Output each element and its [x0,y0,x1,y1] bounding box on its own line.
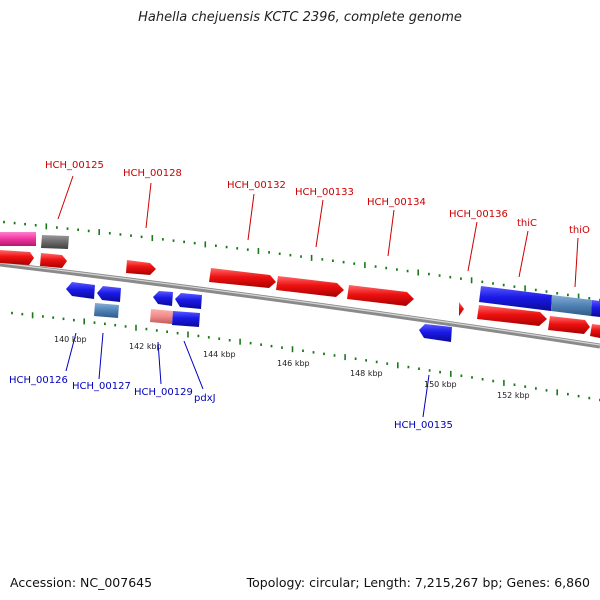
reverse-gene-labels: HCH_00126 HCH_00127 HCH_00129 pdxJ HCH_0… [9,375,453,431]
label-thic[interactable]: thiC [517,218,537,229]
label-hch-00129[interactable]: HCH_00129 [134,387,193,398]
genome-backbone-highlight [0,262,600,346]
lower-tick-track [11,311,600,402]
scale-label: 150 kbp [424,380,457,389]
gene-hch-00134-arrow[interactable] [347,285,414,306]
gene-reverse-block[interactable] [479,286,552,311]
gene-forward-arrow[interactable] [590,324,600,338]
scale-label: 140 kbp [54,335,87,344]
reverse-label-leaders [65,332,430,418]
forward-label-leaders [57,175,579,288]
label-hch-00132[interactable]: HCH_00132 [227,180,286,191]
genome-backbone [0,261,600,349]
gene-hch-00126-arrow[interactable] [66,282,95,299]
gene-forward-arrow[interactable] [0,250,34,265]
label-hch-00134[interactable]: HCH_00134 [367,197,426,208]
label-hch-00133[interactable]: HCH_00133 [295,187,354,198]
thic-region-blocks [479,286,600,317]
forward-gene-labels: HCH_00125 HCH_00128 HCH_00132 HCH_00133 … [45,160,590,236]
gene-hch-00136-arrow[interactable] [459,302,464,316]
map-title: Hahella chejuensis KCTC 2396, complete g… [138,10,462,25]
label-hch-00128[interactable]: HCH_00128 [123,168,182,179]
label-hch-00127[interactable]: HCH_00127 [72,381,131,392]
gene-hch-00125-block[interactable] [0,232,36,246]
gene-steel-block[interactable] [551,295,592,316]
gene-hch-00127-arrow[interactable] [97,286,121,302]
gene-hch-00128-arrow[interactable] [126,260,156,275]
scale-label: 142 kbp [129,342,162,351]
scale-label: 146 kbp [277,359,310,368]
gene-reverse-block[interactable] [591,300,600,317]
gene-thio-arrow[interactable] [548,316,590,334]
gene-reverse-arrow[interactable] [175,293,202,309]
gene-pdxj-block[interactable] [172,311,200,327]
topology-text: Topology: circular; Length: 7,215,267 bp… [246,575,590,590]
scale-label: 152 kbp [497,391,530,400]
label-hch-00136[interactable]: HCH_00136 [449,209,508,220]
scale-label: 148 kbp [350,369,383,378]
gene-hch-00132-arrow[interactable] [209,268,276,288]
label-hch-00125[interactable]: HCH_00125 [45,160,104,171]
forward-strand-genes [0,232,600,338]
gene-forward-arrow[interactable] [40,253,67,268]
gene-thic-arrow[interactable] [477,305,547,326]
label-hch-00135[interactable]: HCH_00135 [394,420,453,431]
label-pdxj[interactable]: pdxJ [194,393,216,404]
gene-block-gray[interactable] [41,235,69,249]
label-hch-00126[interactable]: HCH_00126 [9,375,68,386]
scale-labels: 140 kbp 142 kbp 144 kbp 146 kbp 148 kbp … [54,335,530,400]
gene-hch-00135-arrow[interactable] [419,324,452,342]
reverse-strand-genes [66,282,452,342]
label-thio[interactable]: thiO [569,225,590,236]
scale-label: 144 kbp [203,350,236,359]
gene-hch-00133-arrow[interactable] [276,276,344,297]
gene-hch-00127-block[interactable] [94,303,119,318]
gene-hch-00129-block[interactable] [150,309,173,324]
upper-tick-track [3,220,600,302]
accession-text: Accession: NC_007645 [10,575,153,590]
gene-hch-00129-arrow[interactable] [153,291,173,306]
